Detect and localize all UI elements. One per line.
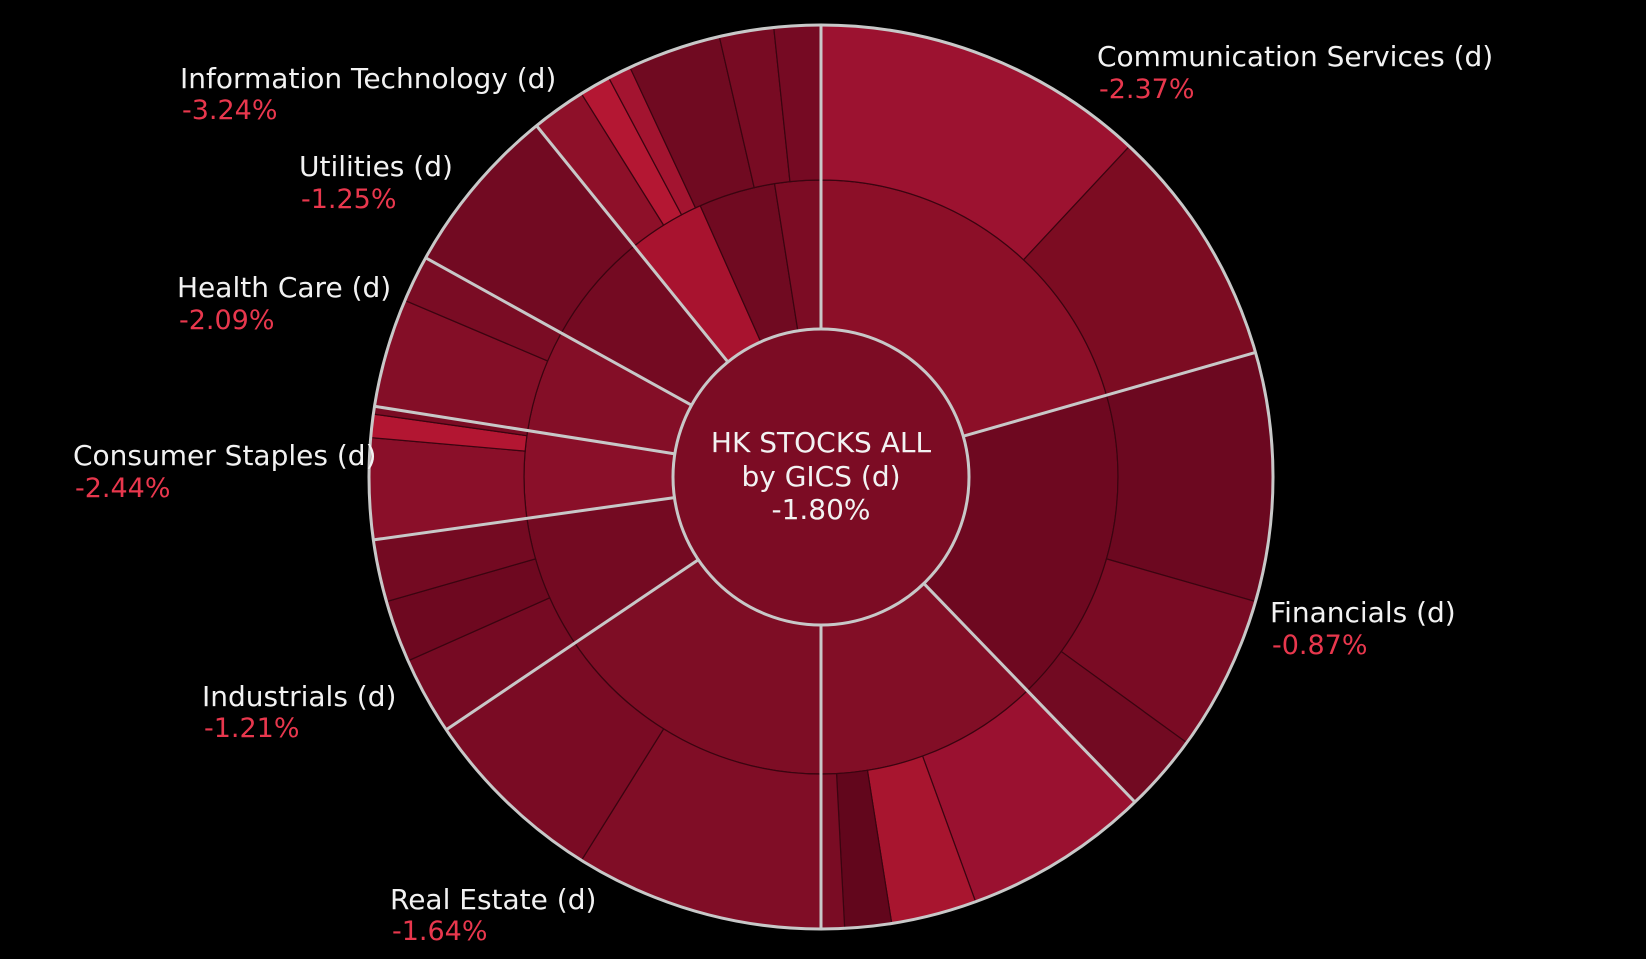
- sector-separator-line: [535, 124, 730, 363]
- sector-label-health-care[interactable]: Health Care (d) -2.09%: [177, 271, 391, 336]
- center-value: -1.80%: [771, 493, 870, 526]
- sector-separator-line: [445, 558, 700, 731]
- sector-separator-line: [424, 256, 693, 407]
- sector-label-name: Communication Services (d): [1097, 40, 1493, 73]
- sector-label-value: -1.25%: [301, 184, 397, 215]
- sector-separator-line: [373, 496, 675, 542]
- sector-separator-line: [962, 350, 1256, 438]
- sector-label-value: -2.37%: [1099, 74, 1195, 105]
- sector-label-value: -0.87%: [1272, 630, 1368, 661]
- sector-label-financials[interactable]: Financials (d) -0.87%: [1270, 596, 1456, 661]
- sector-label-name: Information Technology (d): [180, 62, 556, 95]
- sector-separator-line: [374, 404, 676, 456]
- center-title-line2: by GICS (d): [741, 460, 900, 493]
- sector-label-value: -1.64%: [392, 916, 488, 947]
- sector-label-name: Real Estate (d): [390, 883, 596, 916]
- sector-label-value: -2.44%: [75, 473, 171, 504]
- sector-label-communication-services[interactable]: Communication Services (d) -2.37%: [1097, 40, 1493, 105]
- sector-label-name: Consumer Staples (d): [73, 439, 376, 472]
- sector-separator-line: [922, 582, 1137, 804]
- center-title-line1: HK STOCKS ALL: [711, 426, 932, 459]
- sector-label-value: -1.21%: [204, 713, 300, 744]
- outer-border: [367, 23, 1275, 931]
- sector-label-industrials[interactable]: Industrials (d) -1.21%: [202, 680, 396, 744]
- sector-label-name: Utilities (d): [299, 150, 453, 183]
- sunburst-rings: [368, 24, 1274, 930]
- sector-separators: [373, 25, 1256, 929]
- sector-label-utilities[interactable]: Utilities (d) -1.25%: [299, 150, 453, 215]
- sector-label-real-estate[interactable]: Real Estate (d) -1.64%: [390, 883, 596, 947]
- sector-label-consumer-staples[interactable]: Consumer Staples (d) -2.44%: [73, 439, 376, 504]
- center-circle[interactable]: [671, 327, 971, 627]
- sector-label-name: Financials (d): [1270, 596, 1456, 629]
- outer-ring-segment[interactable]: [1105, 351, 1274, 603]
- sector-label-information-technology[interactable]: Information Technology (d) -3.24%: [180, 62, 556, 126]
- sector-label-name: Health Care (d): [177, 271, 391, 304]
- sector-label-value: -2.09%: [179, 305, 275, 336]
- sector-label-value: -3.24%: [182, 95, 278, 126]
- sector-label-name: Industrials (d): [202, 680, 396, 713]
